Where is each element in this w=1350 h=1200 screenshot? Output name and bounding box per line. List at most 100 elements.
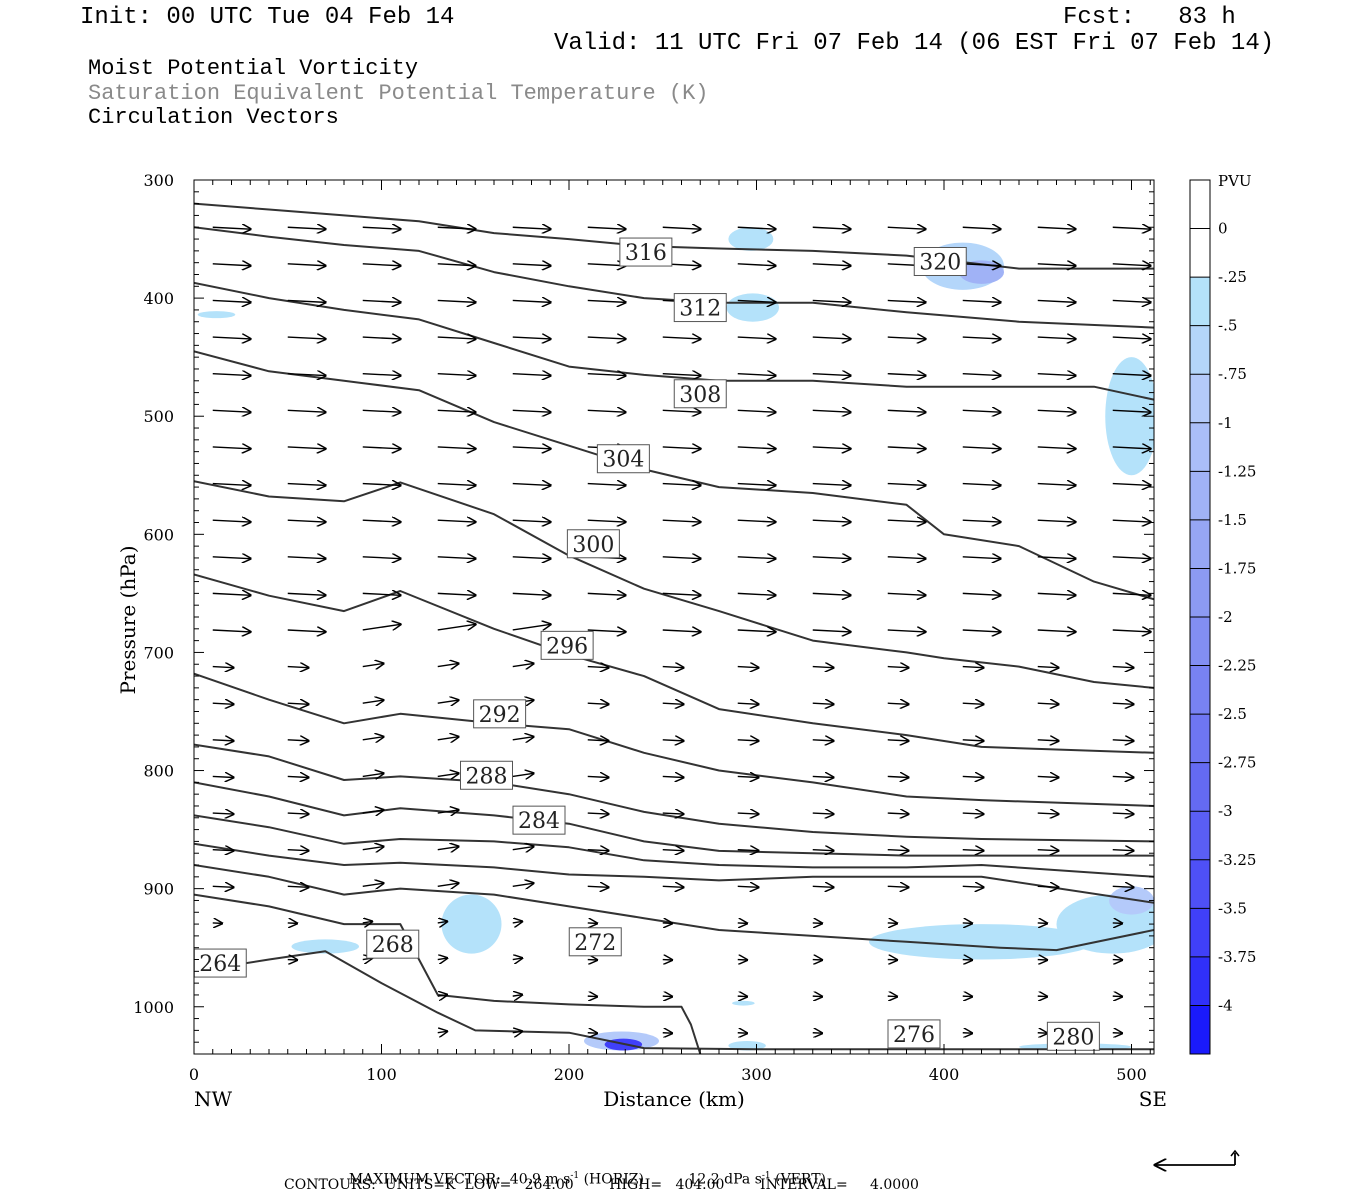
contour-label-296: 296 — [540, 630, 594, 660]
colorbar-swatch-16 — [1190, 956, 1210, 1006]
circulation-vector-65 — [212, 410, 251, 412]
circulation-vector-211 — [437, 810, 459, 813]
colorbar-swatch-7 — [1190, 519, 1210, 569]
circulation-vector-38 — [1112, 300, 1151, 302]
circulation-vector-189 — [737, 740, 759, 741]
contour-label-308: 308 — [673, 379, 727, 409]
circulation-vector-196 — [287, 776, 309, 777]
circulation-vector-24 — [1037, 264, 1076, 266]
theta-contour-0 — [194, 202, 1154, 270]
reference-vector-arrow — [1155, 1149, 1240, 1165]
contour-label-text: 308 — [679, 383, 721, 408]
colorbar-label: -4 — [1218, 996, 1233, 1014]
colorbar-swatch-9 — [1190, 617, 1210, 667]
theta-contour-13 — [194, 950, 1154, 1051]
circulation-vector-127 — [962, 557, 1001, 559]
circulation-vector-69 — [512, 410, 551, 412]
circulation-vector-157 — [287, 667, 309, 668]
circulation-vector-153 — [962, 630, 1001, 632]
circulation-vector-123 — [662, 557, 701, 559]
theta-contour-1 — [194, 226, 1154, 329]
circulation-vector-204 — [887, 776, 909, 777]
colorbar-label: -.75 — [1218, 365, 1247, 383]
contour-label-text: 268 — [372, 933, 414, 958]
circulation-vector-243 — [887, 886, 909, 887]
circulation-vector-61 — [887, 374, 926, 376]
contour-label-316: 316 — [619, 237, 673, 267]
circulation-vector-40 — [287, 337, 326, 339]
circulation-vector-74 — [887, 410, 926, 412]
contour-label-288: 288 — [460, 760, 513, 790]
contours-note: CONTOURS: UNITS=K LOW= 264.00 HIGH= 404.… — [284, 1177, 919, 1193]
axis-ticks: 0 100 200 300 400 500 300 400 500 600 700 800 900 100… — [133, 171, 1154, 1084]
circulation-vector-178 — [887, 703, 909, 704]
circulation-vector-177 — [812, 703, 834, 704]
circulation-vector-241 — [737, 886, 759, 887]
circulation-vector-8 — [812, 227, 851, 229]
circulation-vector-28 — [362, 300, 401, 302]
circulation-vector-12 — [1112, 227, 1151, 229]
circulation-vector-235 — [287, 886, 309, 887]
circulation-vector-137 — [737, 593, 776, 595]
circulation-vector-154 — [1037, 630, 1076, 632]
circulation-vector-218 — [962, 813, 984, 814]
contour-label-264: 264 — [193, 948, 247, 978]
circulation-vector-1 — [287, 227, 326, 229]
circulation-vector-9 — [887, 227, 926, 229]
circulation-vector-150 — [737, 630, 776, 632]
circulation-vector-246 — [1112, 886, 1134, 887]
circulation-vector-228 — [737, 850, 759, 851]
colorbar-swatch-8 — [1190, 568, 1210, 618]
circulation-vector-105 — [287, 520, 326, 522]
contour-label-box — [673, 379, 727, 409]
circulation-vector-26 — [212, 300, 251, 302]
x-tick-label: 200 — [554, 1065, 585, 1084]
circulation-vector-120 — [437, 557, 476, 559]
circulation-vector-39 — [212, 337, 251, 339]
circulation-vector-190 — [812, 740, 834, 741]
circulation-vector-88 — [962, 447, 1001, 449]
circulation-vector-80 — [362, 447, 401, 449]
circulation-vector-181 — [1112, 703, 1134, 704]
contour-label-320: 320 — [913, 246, 967, 276]
circulation-vector-30 — [512, 300, 551, 302]
title-vectors: Circulation Vectors — [88, 105, 339, 130]
contour-label-276: 276 — [887, 1019, 941, 1049]
circulation-vector-151 — [812, 630, 851, 632]
contour-label-box — [473, 699, 527, 729]
circulation-vector-176 — [737, 703, 759, 704]
circulation-vector-171 — [362, 700, 384, 703]
circulation-vector-146 — [437, 624, 476, 631]
circulation-vector-134 — [512, 593, 551, 595]
circulation-vector-161 — [587, 667, 609, 668]
contour-label-text: 276 — [893, 1023, 935, 1048]
contour-label-304: 304 — [596, 444, 650, 474]
circulation-vector-71 — [662, 410, 701, 412]
circulation-vector-46 — [737, 337, 776, 339]
colorbar-label: -1.25 — [1218, 462, 1256, 480]
colorbar-swatch-10 — [1190, 665, 1210, 715]
theta-contour-12 — [194, 893, 702, 1054]
circulation-vector-6 — [662, 227, 701, 229]
pv-region-11 — [1109, 886, 1154, 915]
colorbar-label: 0 — [1218, 220, 1228, 238]
pv-region-7 — [726, 293, 779, 322]
theta-contour-3 — [194, 350, 1154, 601]
circulation-vector-283 — [437, 1031, 448, 1032]
circulation-vector-11 — [1037, 227, 1076, 229]
x-tick-label: 100 — [366, 1065, 397, 1084]
circulation-vector-208 — [212, 813, 234, 814]
contour-label-box — [540, 630, 594, 660]
circulation-vector-20 — [737, 264, 776, 266]
circulation-vector-156 — [212, 667, 234, 668]
circulation-vector-34 — [812, 300, 851, 302]
circulation-vector-209 — [287, 813, 309, 814]
circulation-vector-214 — [662, 813, 684, 814]
circulation-vector-52 — [212, 374, 251, 376]
circulation-vector-163 — [737, 667, 759, 668]
circulation-vector-142 — [1112, 593, 1151, 595]
circulation-vector-170 — [287, 703, 309, 704]
circulation-vector-17 — [512, 264, 551, 266]
circulation-vector-2 — [362, 227, 401, 229]
circulation-vector-62 — [962, 374, 1001, 376]
